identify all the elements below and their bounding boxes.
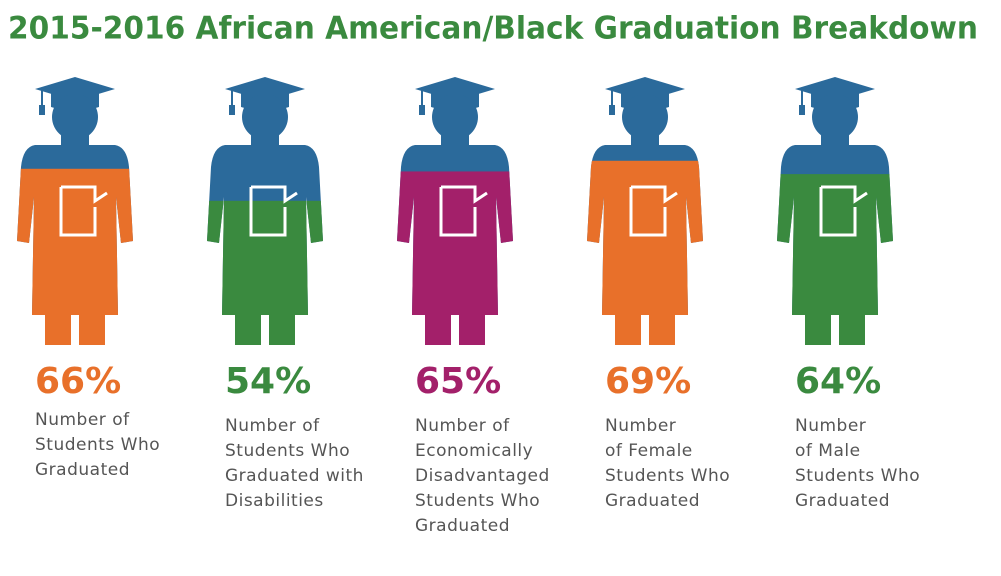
figure — [587, 77, 703, 345]
figure — [397, 77, 513, 345]
tassel-end — [229, 105, 235, 115]
value-label: 65% — [415, 361, 501, 402]
fill-level — [777, 174, 893, 345]
fill-level — [587, 160, 703, 345]
category-label: Number of Economically Disadvantaged Stu… — [415, 416, 550, 536]
book — [629, 185, 678, 237]
tassel-end — [609, 105, 615, 115]
value-label: 66% — [35, 361, 121, 402]
fill-level — [17, 168, 133, 345]
figure-body — [207, 95, 323, 345]
figure-body — [17, 95, 133, 345]
category-label: Number of Female Students Who Graduated — [605, 416, 731, 511]
figure-body — [587, 95, 703, 345]
book — [819, 185, 868, 237]
figure-body — [397, 95, 513, 345]
figure-body — [777, 95, 893, 345]
book — [439, 185, 488, 237]
figure — [17, 77, 133, 345]
tassel-end — [799, 105, 805, 115]
category-label: Number of Male Students Who Graduated — [795, 416, 921, 511]
figure — [777, 77, 893, 345]
value-label: 69% — [605, 361, 691, 402]
fill-level — [397, 171, 513, 345]
value-label: 54% — [225, 361, 311, 402]
book — [59, 185, 108, 237]
tassel-end — [419, 105, 425, 115]
book — [249, 185, 298, 237]
value-label: 64% — [795, 361, 881, 402]
figure — [207, 77, 323, 345]
tassel-end — [39, 105, 45, 115]
category-label: Number of Students Who Graduated — [35, 410, 161, 480]
chart-title: 2015-2016 African American/Black Graduat… — [8, 11, 978, 47]
category-label: Number of Students Who Graduated with Di… — [225, 416, 364, 511]
fill-level — [207, 200, 323, 345]
